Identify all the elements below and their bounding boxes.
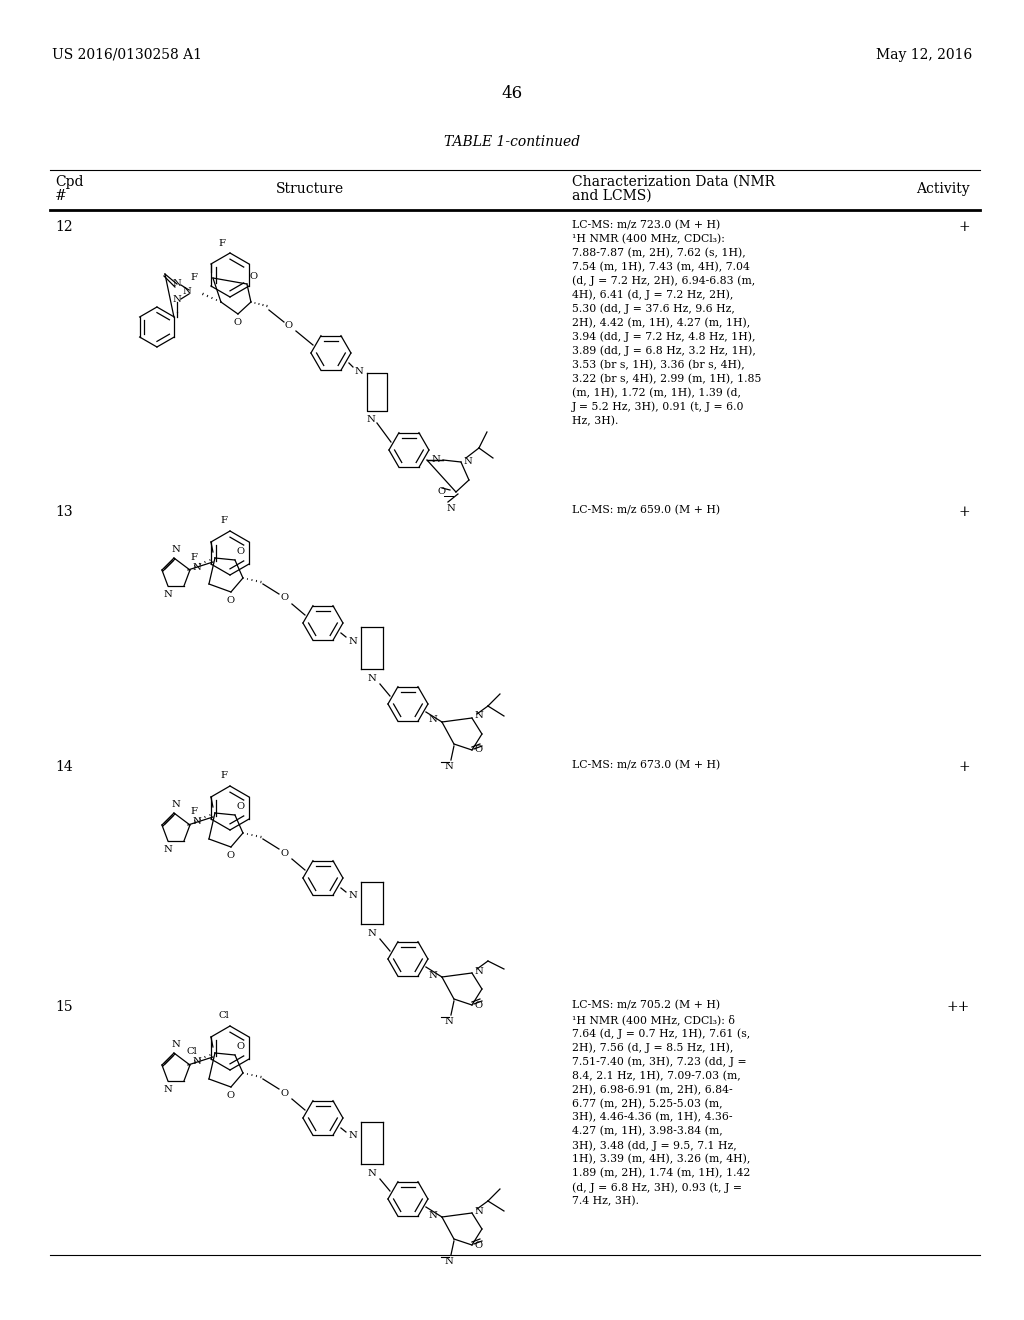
Text: O: O <box>250 272 258 281</box>
Text: O: O <box>237 1041 245 1051</box>
Text: N: N <box>348 636 357 645</box>
Text: N: N <box>368 675 377 682</box>
Text: N: N <box>368 929 377 939</box>
Text: N: N <box>172 545 180 554</box>
Text: O: O <box>233 318 242 327</box>
Text: N: N <box>193 562 202 572</box>
Text: LC-MS: m/z 723.0 (M + H)
¹H NMR (400 MHz, CDCl₃):
7.88-7.87 (m, 2H), 7.62 (s, 1H: LC-MS: m/z 723.0 (M + H) ¹H NMR (400 MHz… <box>572 220 762 426</box>
Text: N: N <box>193 817 202 826</box>
Text: 14: 14 <box>55 760 73 774</box>
Text: and LCMS): and LCMS) <box>572 189 651 203</box>
Text: Activity: Activity <box>916 182 970 195</box>
Text: N: N <box>428 1210 437 1220</box>
Text: N: N <box>173 280 181 289</box>
Text: O: O <box>237 546 245 556</box>
Text: 15: 15 <box>55 1001 73 1014</box>
Text: O: O <box>281 594 289 602</box>
Text: May 12, 2016: May 12, 2016 <box>876 48 972 62</box>
Text: Characterization Data (NMR: Characterization Data (NMR <box>572 176 775 189</box>
Text: Cl: Cl <box>186 1048 197 1056</box>
Text: N: N <box>172 800 180 809</box>
Text: +: + <box>958 220 970 234</box>
Text: N: N <box>164 845 172 854</box>
Text: US 2016/0130258 A1: US 2016/0130258 A1 <box>52 48 202 62</box>
Text: N: N <box>446 504 456 513</box>
Text: N: N <box>444 1016 454 1026</box>
Text: Cl: Cl <box>219 1011 229 1020</box>
Text: N: N <box>354 367 364 375</box>
Text: O: O <box>227 597 236 605</box>
Text: F: F <box>189 272 197 281</box>
Text: F: F <box>218 239 225 248</box>
Text: N: N <box>182 288 190 297</box>
Text: O: O <box>227 1092 236 1100</box>
Text: F: F <box>189 553 197 561</box>
Text: 13: 13 <box>55 506 73 519</box>
Text: N: N <box>164 1085 172 1094</box>
Text: N: N <box>444 1257 454 1266</box>
Text: O: O <box>281 1089 289 1097</box>
Text: 46: 46 <box>502 84 522 102</box>
Text: F: F <box>220 771 227 780</box>
Text: ++: ++ <box>947 1001 970 1014</box>
Text: O: O <box>281 849 289 858</box>
Text: +: + <box>958 506 970 519</box>
Text: N: N <box>428 970 437 979</box>
Text: Structure: Structure <box>275 182 344 195</box>
Text: LC-MS: m/z 673.0 (M + H): LC-MS: m/z 673.0 (M + H) <box>572 760 720 771</box>
Text: Cpd: Cpd <box>55 176 84 189</box>
Text: N: N <box>164 590 172 599</box>
Text: O: O <box>475 1241 483 1250</box>
Text: LC-MS: m/z 705.2 (M + H)
¹H NMR (400 MHz, CDCl₃): δ
7.64 (d, J = 0.7 Hz, 1H), 7.: LC-MS: m/z 705.2 (M + H) ¹H NMR (400 MHz… <box>572 1001 751 1206</box>
Text: N: N <box>475 966 483 975</box>
Text: N: N <box>367 414 376 424</box>
Text: N: N <box>193 1057 202 1067</box>
Text: 12: 12 <box>55 220 73 234</box>
Text: O: O <box>285 321 293 330</box>
Text: LC-MS: m/z 659.0 (M + H): LC-MS: m/z 659.0 (M + H) <box>572 506 720 515</box>
Text: O: O <box>237 803 245 810</box>
Text: N: N <box>444 762 454 771</box>
Text: TABLE 1-continued: TABLE 1-continued <box>444 135 580 149</box>
Text: N: N <box>172 1040 180 1049</box>
Text: O: O <box>475 746 483 755</box>
Text: O: O <box>475 1001 483 1010</box>
Text: N: N <box>475 711 483 721</box>
Text: O: O <box>438 487 445 496</box>
Text: N: N <box>173 296 181 305</box>
Text: N: N <box>475 1206 483 1216</box>
Text: #: # <box>55 189 67 203</box>
Text: +: + <box>958 760 970 774</box>
Text: F: F <box>220 516 227 525</box>
Text: O: O <box>227 851 236 861</box>
Text: N: N <box>348 891 357 900</box>
Text: N: N <box>348 1131 357 1140</box>
Text: N: N <box>464 458 473 466</box>
Text: N: N <box>428 715 437 725</box>
Text: N: N <box>431 455 440 465</box>
Text: F: F <box>189 808 197 817</box>
Text: N: N <box>368 1170 377 1177</box>
